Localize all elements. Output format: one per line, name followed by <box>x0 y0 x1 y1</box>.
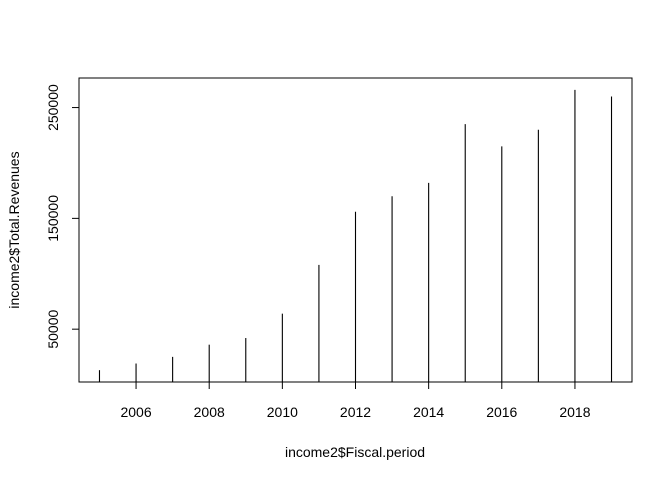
y-tick-label-250000: 250000 <box>45 84 61 131</box>
x-tick-label-2006: 2006 <box>120 404 151 420</box>
x-tick-label-2014: 2014 <box>413 404 444 420</box>
y-tick-label-150000: 150000 <box>45 195 61 242</box>
y-axis: 50000 150000 250000 <box>45 84 80 349</box>
x-tick-label-2018: 2018 <box>559 404 590 420</box>
x-axis: 2006 2008 2010 2012 2014 2016 2018 <box>120 381 591 420</box>
bars <box>98 89 613 382</box>
x-tick-label-2012: 2012 <box>340 404 371 420</box>
y-axis-title: income2$Total.Revenues <box>6 151 22 308</box>
x-tick-label-2016: 2016 <box>486 404 517 420</box>
y-tick-label-50000: 50000 <box>45 309 61 348</box>
x-tick-label-2010: 2010 <box>267 404 298 420</box>
x-tick-label-2008: 2008 <box>194 404 225 420</box>
x-axis-title: income2$Fiscal.period <box>285 444 425 460</box>
